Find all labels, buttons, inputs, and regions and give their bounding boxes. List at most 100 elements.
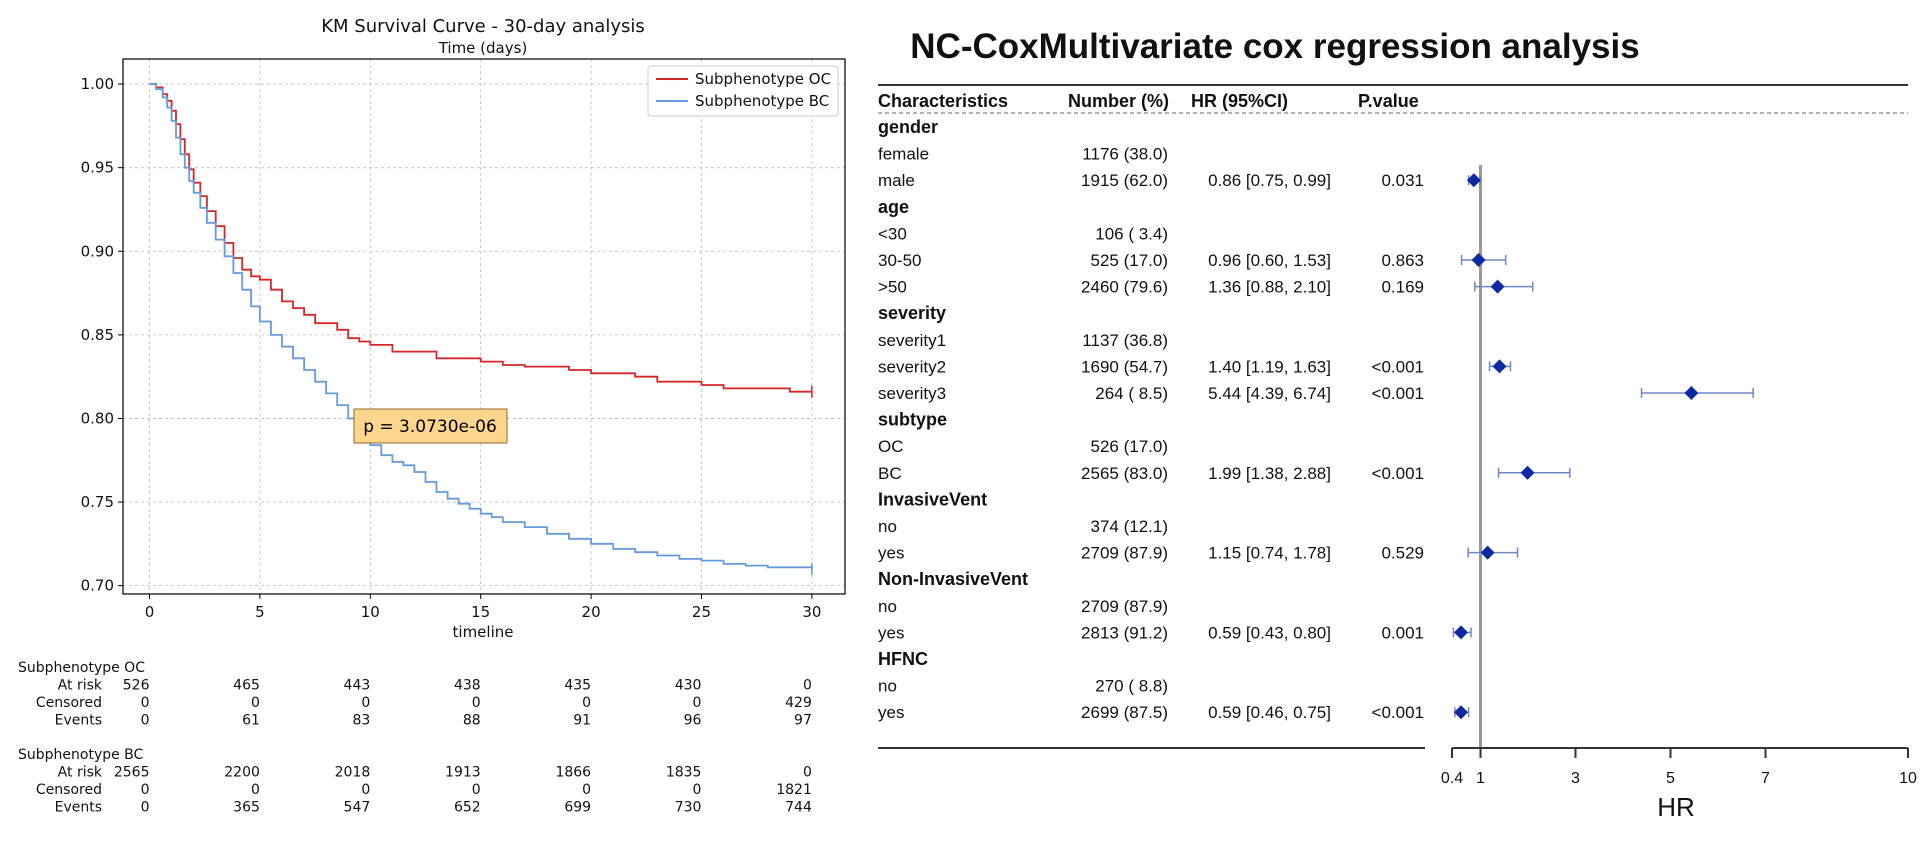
forest-group-label: HFNC bbox=[878, 649, 928, 669]
forest-number-cell: 1176 (38.0) bbox=[1082, 145, 1168, 164]
risk-cell: 61 bbox=[242, 713, 260, 729]
forest-estimate-diamond bbox=[1492, 359, 1507, 374]
risk-cell: 435 bbox=[564, 678, 591, 694]
risk-cell: 2200 bbox=[224, 765, 260, 781]
km-x-tick-label: 5 bbox=[255, 603, 265, 621]
forest-number-cell: 264 ( 8.5) bbox=[1095, 384, 1168, 403]
forest-number-cell: 1690 (54.7) bbox=[1081, 357, 1168, 376]
risk-cell: 526 bbox=[123, 678, 150, 694]
forest-number-cell: 2709 (87.9) bbox=[1081, 544, 1168, 563]
km-y-tick-label: 0.85 bbox=[81, 326, 114, 344]
forest-number-cell: 1915 (62.0) bbox=[1081, 171, 1168, 190]
forest-row-label: OC bbox=[878, 437, 904, 456]
forest-row-label: yes bbox=[878, 703, 904, 722]
p-value-box bbox=[353, 408, 508, 444]
km-x-tick-label: 0 bbox=[145, 603, 155, 621]
forest-number-cell: 270 ( 8.8) bbox=[1095, 677, 1168, 696]
forest-group-label: InvasiveVent bbox=[878, 489, 987, 509]
km-x-tick-label: 30 bbox=[802, 603, 821, 621]
forest-hr-cell: 0.59 [0.46, 0.75] bbox=[1208, 703, 1331, 722]
forest-pvalue-cell: <0.001 bbox=[1372, 703, 1424, 722]
risk-cell: 0 bbox=[141, 800, 150, 816]
km-x-tick-label: 25 bbox=[692, 603, 711, 621]
forest-estimate-diamond bbox=[1684, 386, 1699, 400]
forest-group-label: Non-InvasiveVent bbox=[878, 569, 1028, 589]
risk-cell: 0 bbox=[251, 695, 260, 711]
forest-hr-cell: 1.99 [1.38, 2.88] bbox=[1208, 464, 1331, 483]
risk-cell: 0 bbox=[693, 782, 702, 798]
forest-number-cell: 525 (17.0) bbox=[1091, 251, 1169, 270]
risk-row-label: At risk bbox=[58, 678, 103, 694]
forest-row-label: yes bbox=[878, 544, 904, 563]
risk-row-label: Events bbox=[55, 713, 102, 729]
risk-cell: 744 bbox=[785, 800, 812, 816]
risk-cell: 1913 bbox=[445, 765, 481, 781]
forest-pvalue-cell: 0.031 bbox=[1381, 171, 1424, 190]
risk-cell: 0 bbox=[472, 695, 481, 711]
km-x-tick-label: 10 bbox=[361, 603, 380, 621]
forest-group-label: severity bbox=[878, 303, 946, 323]
forest-group-label: gender bbox=[878, 117, 938, 137]
forest-axis-tick-label: 3 bbox=[1571, 770, 1580, 787]
risk-cell: 429 bbox=[785, 695, 812, 711]
forest-number-cell: 1137 (36.8) bbox=[1082, 331, 1168, 350]
risk-cell: 83 bbox=[352, 713, 370, 729]
risk-cell: 0 bbox=[582, 782, 591, 798]
legend-label-oc: Subphenotype OC bbox=[695, 70, 831, 88]
forest-estimate-diamond bbox=[1454, 705, 1469, 720]
risk-cell: 96 bbox=[684, 713, 702, 729]
km-chart-title: KM Survival Curve - 30-day analysis bbox=[321, 16, 645, 37]
p-value-annotation: p = 3.0730e-06 bbox=[353, 408, 508, 444]
risk-row-label: At risk bbox=[58, 765, 103, 781]
forest-group-label: age bbox=[878, 197, 909, 217]
risk-cell: 0 bbox=[472, 782, 481, 798]
forest-hr-cell: 1.40 [1.19, 1.63] bbox=[1208, 357, 1331, 376]
risk-cell: 0 bbox=[141, 782, 150, 798]
km-y-tick-label: 1.00 bbox=[81, 75, 114, 93]
risk-cell: 0 bbox=[803, 678, 812, 694]
column-header-pvalue: P.value bbox=[1358, 91, 1419, 111]
risk-cell: 1866 bbox=[555, 765, 591, 781]
legend-label-bc: Subphenotype BC bbox=[695, 92, 829, 110]
km-y-axis: 0.70 0.75 0.80 0.85 0.90 0.95 1.00 bbox=[81, 75, 123, 595]
km-survival-chart: KM Survival Curve - 30-day analysis Time… bbox=[18, 16, 846, 816]
risk-cell: 0 bbox=[361, 782, 370, 798]
risk-cell: 699 bbox=[564, 800, 591, 816]
forest-pvalue-cell: 0.529 bbox=[1381, 544, 1424, 563]
risk-group-label: Subphenotype OC bbox=[18, 660, 145, 676]
risk-cell: 0 bbox=[251, 782, 260, 798]
risk-cell: 0 bbox=[582, 695, 591, 711]
forest-table-rows: gender female 1176 (38.0) male 1915 (62.0) 0.… bbox=[878, 117, 1424, 722]
forest-row-label: female bbox=[878, 145, 929, 164]
risk-cell: 430 bbox=[675, 678, 702, 694]
risk-cell: 438 bbox=[454, 678, 481, 694]
km-plot-frame bbox=[122, 58, 846, 595]
forest-plot-title: NC-CoxMultivariate cox regression analys… bbox=[910, 27, 1639, 66]
risk-cell: 443 bbox=[344, 678, 371, 694]
forest-number-cell: 526 (17.0) bbox=[1091, 437, 1169, 456]
forest-plot: NC-CoxMultivariate cox regression analys… bbox=[878, 27, 1917, 822]
km-x-axis: 0 5 10 15 20 25 30 bbox=[145, 594, 821, 621]
forest-axis-tick-label: 1 bbox=[1476, 770, 1485, 787]
risk-cell: 652 bbox=[454, 800, 481, 816]
forest-hr-cell: 0.59 [0.43, 0.80] bbox=[1208, 623, 1331, 642]
forest-row-label: yes bbox=[878, 623, 904, 642]
forest-row-label: no bbox=[878, 677, 897, 696]
forest-estimate-diamond bbox=[1466, 173, 1481, 188]
risk-cell: 2565 bbox=[114, 765, 150, 781]
column-header-number: Number (%) bbox=[1068, 91, 1169, 111]
risk-cell: 365 bbox=[233, 800, 260, 816]
risk-cell: 91 bbox=[573, 713, 591, 729]
forest-pvalue-cell: 0.863 bbox=[1381, 251, 1424, 270]
forest-estimate-diamond bbox=[1520, 465, 1535, 480]
forest-row-label: BC bbox=[878, 464, 902, 483]
risk-cell: 0 bbox=[803, 765, 812, 781]
forest-hr-cell: 0.96 [0.60, 1.53] bbox=[1208, 251, 1331, 270]
forest-number-cell: 2699 (87.5) bbox=[1081, 703, 1168, 722]
km-chart-subtitle: Time (days) bbox=[438, 39, 528, 57]
km-legend: Subphenotype OC Subphenotype BC bbox=[647, 65, 839, 117]
forest-x-axis-label: HR bbox=[1657, 792, 1695, 822]
km-y-tick-label: 0.75 bbox=[81, 493, 114, 511]
p-value-text: p = 3.0730e-06 bbox=[363, 417, 497, 437]
